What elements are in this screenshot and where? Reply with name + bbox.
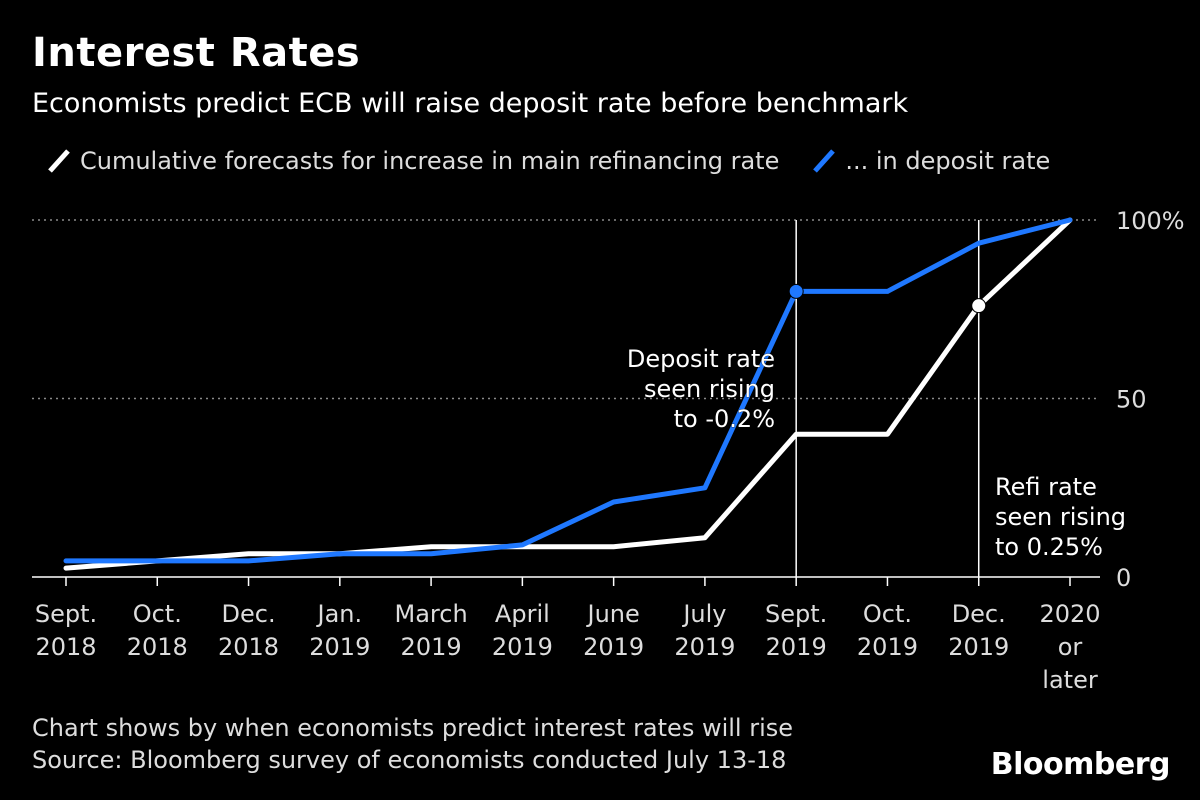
bloomberg-logo: Bloomberg [990, 747, 1171, 782]
x-tick-label-5: April 2019 [492, 600, 553, 661]
chart-source: Source: Bloomberg survey of economists c… [32, 746, 787, 774]
x-tick-label-9: Oct. 2019 [857, 600, 918, 661]
annotation-deposit-text: Deposit rate seen rising to -0.2% [627, 345, 775, 433]
x-tick-label-11: 2020 or later [1039, 600, 1100, 694]
deposit-rate-line [63, 217, 1073, 564]
x-tick-label-2: Dec. 2018 [218, 600, 279, 661]
legend: Cumulative forecasts for increase in mai… [44, 144, 1080, 178]
x-tick-label-4: March 2019 [395, 600, 468, 661]
y-tick-label-100: 100% [1116, 207, 1185, 235]
legend-item-refi: Cumulative forecasts for increase in mai… [44, 146, 779, 176]
footer: Chart shows by when economists predict i… [32, 712, 793, 776]
x-tick-label-6: June 2019 [583, 600, 644, 661]
annotation-refi-text: Refi rate seen rising to 0.25% [995, 473, 1126, 561]
x-tick-label-7: July 2019 [674, 600, 735, 661]
x-tick-label-1: Oct. 2018 [127, 600, 188, 661]
legend-item-deposit: ... in deposit rate [809, 146, 1050, 176]
chart-subtitle: Economists predict ECB will raise deposi… [32, 88, 909, 119]
chart-note: Chart shows by when economists predict i… [32, 714, 794, 742]
legend-swatch-refi [48, 149, 70, 173]
legend-label-refi: Cumulative forecasts for increase in mai… [80, 147, 780, 175]
legend-label-deposit: ... in deposit rate [845, 147, 1051, 175]
annotation-marker-1 [971, 298, 987, 314]
legend-swatch-deposit [813, 149, 836, 173]
chart-title: Interest Rates [32, 30, 361, 76]
x-tick-label-3: Jan. 2019 [309, 600, 370, 661]
y-tick-label-50: 50 [1116, 386, 1147, 414]
x-tick-label-10: Dec. 2019 [948, 600, 1009, 661]
x-tick-label-0: Sept. 2018 [35, 600, 97, 661]
y-tick-label-0: 0 [1116, 564, 1131, 592]
x-tick-label-8: Sept. 2019 [765, 600, 827, 661]
annotation-marker-0 [788, 283, 804, 299]
refi-rate-line [63, 217, 1073, 571]
